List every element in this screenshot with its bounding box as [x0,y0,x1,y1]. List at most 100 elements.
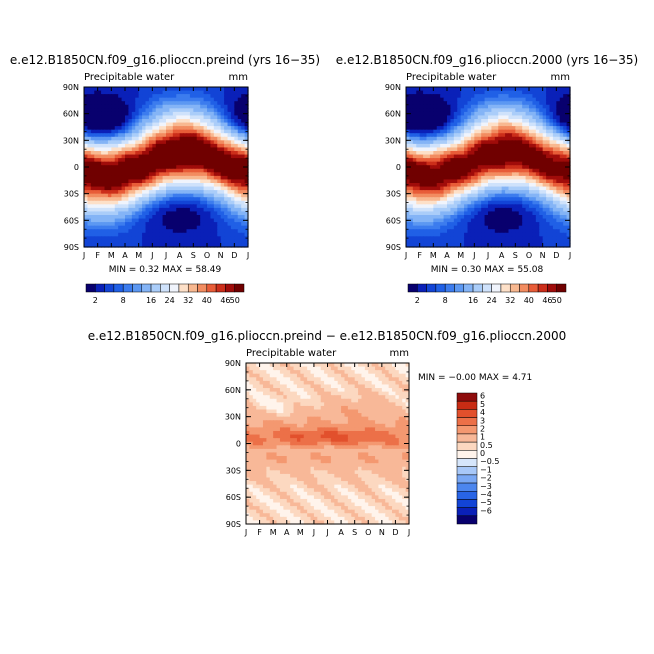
heatmap-cell [324,366,329,371]
heatmap-cell [227,207,232,213]
heatmap-cell [467,108,472,113]
heatmap-cell [159,175,164,181]
heatmap-cell [142,104,147,109]
heatmap-cell [522,119,527,124]
heatmap-cell [324,363,329,368]
heatmap-cell [169,129,174,134]
heatmap-cell [107,175,112,181]
heatmap-cell [416,161,421,166]
heatmap-cell [203,175,208,181]
heatmap-cell [488,172,493,177]
heatmap-cell [213,94,218,99]
heatmap-cell [546,161,551,166]
heatmap-cell [183,229,188,234]
heatmap-cell [535,207,540,213]
heatmap-cell [563,154,568,159]
heatmap-cell [207,126,212,131]
heatmap-cell [535,229,540,234]
heatmap-cell [416,190,421,195]
heatmap-cell [477,215,482,220]
heatmap-cell [138,197,143,202]
heatmap-cell [107,147,112,152]
heatmap-cell [125,211,130,216]
heatmap-cell [522,172,527,177]
heatmap-cell [90,101,95,106]
heatmap-cell [549,190,554,195]
heatmap-cell [556,111,561,117]
colorbar-swatch [206,283,217,293]
heatmap-cell [481,207,486,213]
heatmap-cell [224,186,229,191]
heatmap-cell [101,111,106,117]
heatmap-cell [224,104,229,109]
heatmap-cell [196,115,201,120]
heatmap-cell [200,179,205,184]
heatmap-cell [286,370,291,375]
heatmap-cell [535,111,540,117]
heatmap-cell [351,388,356,393]
min-max-stats: MIN = 0.30 MAX = 55.08 [431,265,544,275]
heatmap-cell [131,186,136,191]
heatmap-cell [529,154,534,159]
panel-subtitle: Precipitable water [84,72,175,83]
heatmap-cell [388,363,393,368]
heatmap-cell [443,232,448,237]
heatmap-cell [94,97,99,102]
heatmap-cell [412,225,417,230]
heatmap-cell [176,236,181,241]
heatmap-cell [196,207,201,213]
heatmap-cell [416,119,421,124]
heatmap-cell [162,168,167,173]
heatmap-cell [447,104,452,109]
heatmap-cell [450,87,455,92]
heatmap-cell [148,165,153,170]
heatmap-cell [423,172,428,177]
heatmap-cell [84,101,89,106]
heatmap-cell [552,108,557,113]
colorbar-swatch [417,283,427,293]
heatmap-cell [409,222,414,227]
heatmap-cell [101,133,106,138]
heatmap-cell [142,147,147,152]
heatmap-cell [457,115,462,120]
heatmap-cell [200,104,205,109]
heatmap-cell [196,97,201,102]
heatmap-cell [138,158,143,163]
heatmap-cell [508,232,513,237]
heatmap-cell [440,97,445,102]
heatmap-cell [508,158,513,163]
heatmap-cell [546,87,551,92]
heatmap-cell [135,115,140,120]
heatmap-cell [481,193,486,198]
heatmap-cell [549,236,554,241]
heatmap-cell [518,229,523,234]
heatmap-cell [529,200,534,205]
heatmap-cell [488,119,493,124]
heatmap-cell [470,154,475,159]
heatmap-cell [169,108,174,113]
heatmap-cell [193,143,198,149]
heatmap-cell [114,101,119,106]
heatmap-cell [162,101,167,106]
heatmap-cell [327,391,332,396]
heatmap-cell [412,175,417,181]
heatmap-cell [101,147,106,152]
colorbar-label: 8 [443,296,448,305]
heatmap-cell [371,373,376,378]
heatmap-cell [409,158,414,163]
heatmap-cell [183,186,188,191]
heatmap-cell [532,207,537,213]
heatmap-cell [237,108,242,113]
heatmap-cell [409,151,414,156]
heatmap-cell [450,104,455,109]
heatmap-cell [234,97,239,102]
heatmap-cell [84,175,89,181]
heatmap-cell [368,377,373,382]
heatmap-cell [529,129,534,134]
heatmap-cell [241,115,246,120]
heatmap-cell [279,370,284,375]
heatmap-cell [142,236,147,241]
heatmap-cell [559,215,564,220]
heatmap-cell [114,87,119,92]
heatmap-cell [563,158,568,163]
